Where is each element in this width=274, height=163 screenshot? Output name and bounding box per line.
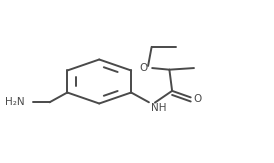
Text: NH: NH <box>150 103 166 113</box>
Text: H₂N: H₂N <box>5 97 25 107</box>
Text: O: O <box>140 63 148 73</box>
Text: O: O <box>193 94 202 104</box>
